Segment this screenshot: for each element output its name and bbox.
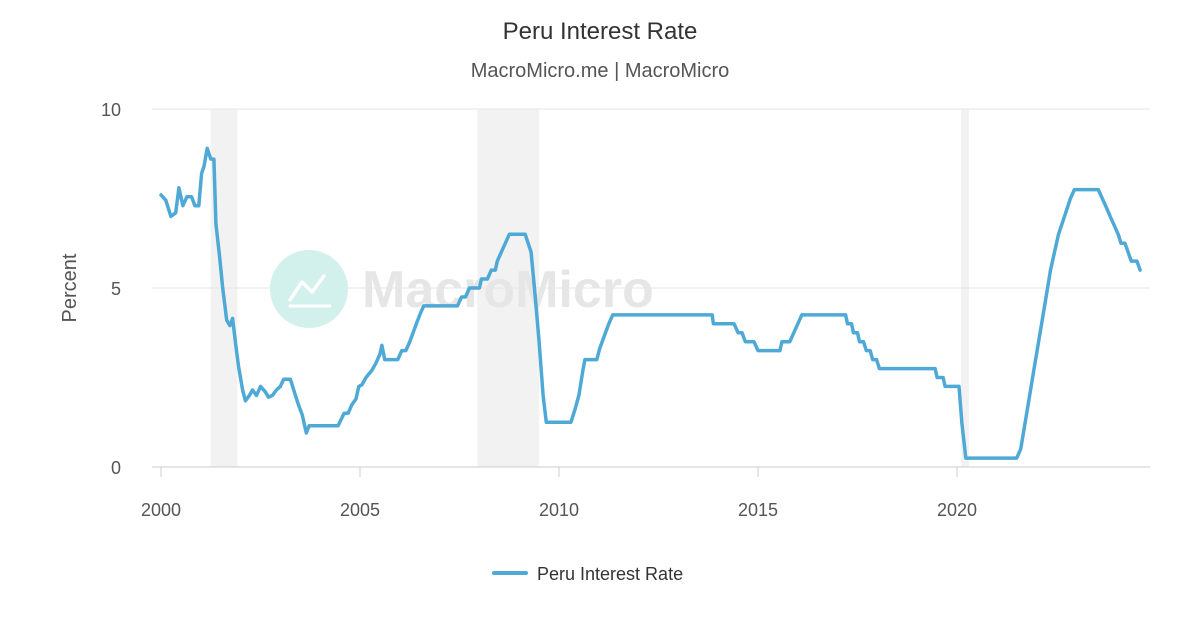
chart-subtitle: MacroMicro.me | MacroMicro [471, 60, 730, 82]
y-tick-label: 0 [111, 458, 121, 478]
chart-logo-line-icon [288, 274, 326, 302]
x-tick-label: 2005 [340, 500, 380, 520]
y-axis: 0 5 10 [101, 100, 121, 478]
legend-label: Peru Interest Rate [537, 564, 683, 584]
x-tick-label: 2000 [141, 500, 181, 520]
x-tick-label: 2020 [937, 500, 977, 520]
series-line-0 [159, 146, 1142, 460]
chart-title: Peru Interest Rate [503, 18, 698, 45]
x-tick-label: 2015 [738, 500, 778, 520]
y-tick-label: 10 [101, 100, 121, 120]
y-axis-label: Percent [59, 253, 81, 322]
watermark-text: MacroMicro [362, 261, 654, 319]
series-layer [159, 146, 1142, 460]
x-axis: 2000 2005 2010 2015 2020 [141, 467, 977, 520]
y-tick-label: 5 [111, 279, 121, 299]
watermark: MacroMicro [270, 250, 654, 328]
legend[interactable]: Peru Interest Rate [492, 564, 683, 584]
x-tick-label: 2010 [539, 500, 579, 520]
